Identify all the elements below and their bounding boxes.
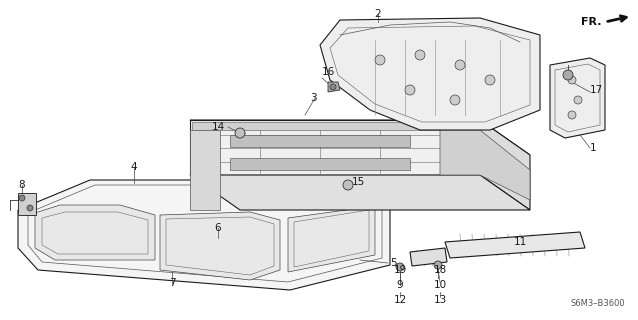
Text: 13: 13: [433, 295, 447, 305]
Polygon shape: [18, 180, 390, 290]
Text: 4: 4: [131, 162, 137, 172]
Circle shape: [27, 205, 33, 211]
Polygon shape: [160, 212, 280, 280]
Polygon shape: [18, 193, 36, 215]
Text: S6M3–B3600: S6M3–B3600: [570, 299, 625, 308]
Polygon shape: [288, 206, 375, 272]
Text: 7: 7: [168, 278, 175, 288]
Circle shape: [485, 75, 495, 85]
Polygon shape: [320, 18, 540, 130]
Circle shape: [434, 261, 442, 269]
Polygon shape: [480, 120, 530, 210]
Text: 16: 16: [322, 67, 335, 77]
Text: 18: 18: [433, 265, 447, 275]
Text: 2: 2: [375, 9, 382, 19]
Polygon shape: [190, 120, 480, 175]
Circle shape: [235, 128, 245, 138]
Text: 14: 14: [212, 122, 225, 132]
Circle shape: [396, 263, 404, 271]
Polygon shape: [190, 120, 530, 155]
Circle shape: [405, 85, 415, 95]
Polygon shape: [192, 122, 478, 130]
Circle shape: [375, 55, 385, 65]
Circle shape: [563, 70, 573, 80]
Text: 12: 12: [394, 295, 406, 305]
Text: 10: 10: [433, 280, 447, 290]
Bar: [230, 135, 410, 147]
Text: 11: 11: [514, 237, 526, 247]
Circle shape: [574, 96, 582, 104]
Polygon shape: [328, 82, 340, 92]
Circle shape: [568, 76, 576, 84]
Polygon shape: [190, 175, 530, 210]
Polygon shape: [190, 130, 220, 210]
Text: FR.: FR.: [581, 17, 602, 27]
Polygon shape: [550, 58, 605, 138]
Text: 5: 5: [390, 258, 397, 268]
Text: 3: 3: [310, 93, 316, 103]
Bar: [230, 158, 410, 170]
Polygon shape: [440, 130, 530, 200]
Polygon shape: [445, 232, 585, 258]
Circle shape: [330, 84, 336, 90]
Text: 19: 19: [394, 265, 406, 275]
Polygon shape: [35, 205, 155, 260]
Circle shape: [568, 111, 576, 119]
Text: 6: 6: [215, 223, 221, 233]
Circle shape: [343, 180, 353, 190]
Circle shape: [19, 195, 25, 201]
Circle shape: [415, 50, 425, 60]
Text: 1: 1: [590, 143, 597, 153]
Text: 9: 9: [397, 280, 403, 290]
Text: 17: 17: [590, 85, 604, 95]
Circle shape: [455, 60, 465, 70]
Text: 8: 8: [19, 180, 26, 190]
Text: 15: 15: [352, 177, 365, 187]
Polygon shape: [410, 248, 447, 266]
Circle shape: [450, 95, 460, 105]
